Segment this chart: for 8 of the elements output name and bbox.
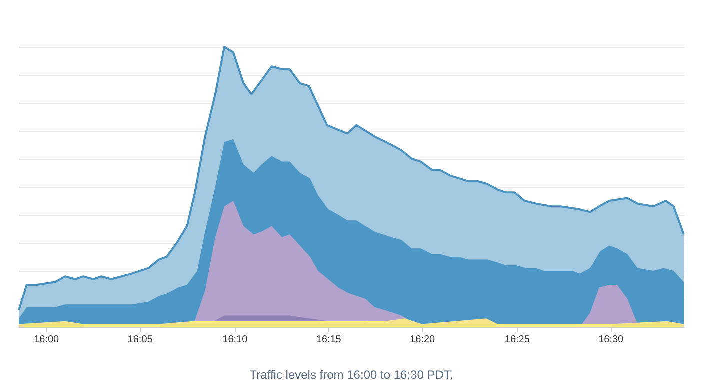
text: Traffic levels from 16:00 to 16:30 PDT. <box>250 368 454 380</box>
x-tick-label: 16:25 <box>504 334 530 346</box>
x-tick-label: 16:30 <box>598 334 624 346</box>
x-tick-label: 16:00 <box>34 334 60 346</box>
x-tick-label: 16:15 <box>316 334 342 346</box>
x-tick-label: 16:10 <box>222 334 248 346</box>
x-tick-label: 16:05 <box>128 334 154 346</box>
x-tick-label: 16:20 <box>410 334 436 346</box>
